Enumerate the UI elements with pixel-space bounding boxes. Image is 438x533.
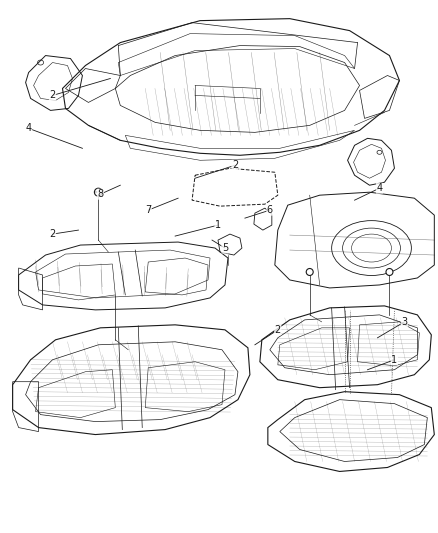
Text: 2: 2 <box>49 229 56 239</box>
Text: 4: 4 <box>376 183 382 193</box>
Text: 3: 3 <box>401 317 407 327</box>
Text: 8: 8 <box>97 189 103 199</box>
Text: 7: 7 <box>145 205 152 215</box>
Text: 1: 1 <box>215 220 221 230</box>
Ellipse shape <box>386 269 393 276</box>
Text: 4: 4 <box>25 123 32 133</box>
Ellipse shape <box>306 269 313 276</box>
Text: 6: 6 <box>267 205 273 215</box>
Ellipse shape <box>95 188 102 196</box>
Text: 5: 5 <box>222 243 228 253</box>
Text: 2: 2 <box>232 160 238 170</box>
Text: 1: 1 <box>392 355 398 365</box>
Text: 2: 2 <box>49 91 56 100</box>
Text: 2: 2 <box>275 325 281 335</box>
